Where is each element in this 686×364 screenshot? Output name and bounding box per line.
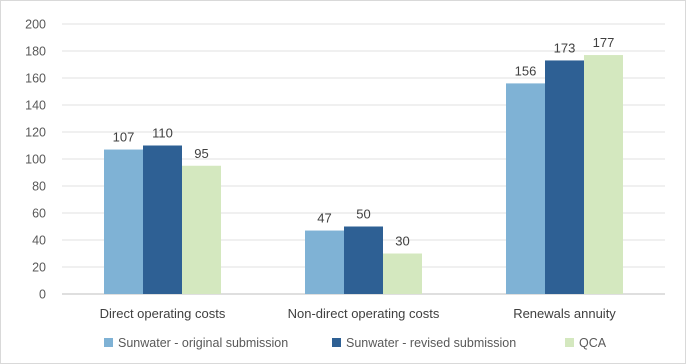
data-label: 156 <box>515 63 537 78</box>
bar-3-1 <box>182 165 221 294</box>
bar-3-3 <box>584 55 623 294</box>
data-label: 110 <box>152 126 173 141</box>
x-category-label: Non-direct operating costs <box>288 306 440 321</box>
data-label: 177 <box>593 35 615 50</box>
bar-1-1 <box>104 149 143 294</box>
bar-2-1 <box>143 145 182 294</box>
bar-2-2 <box>344 226 383 294</box>
y-tick-label: 140 <box>25 99 46 113</box>
bar-2-3 <box>545 60 584 295</box>
data-label: 95 <box>194 146 208 161</box>
data-label: 173 <box>554 40 576 55</box>
y-tick-label: 120 <box>25 126 46 140</box>
legend-label: Sunwater - revised submission <box>346 336 516 350</box>
data-label: 107 <box>113 130 135 145</box>
bar-1-3 <box>506 83 545 295</box>
y-tick-label: 0 <box>39 288 46 302</box>
bar-3-2 <box>383 253 422 294</box>
legend-swatch <box>332 338 341 347</box>
data-label: 50 <box>356 207 370 222</box>
legend-label: QCA <box>579 336 607 350</box>
bar-1-2 <box>305 230 344 294</box>
legend-swatch <box>104 338 113 347</box>
y-tick-label: 20 <box>32 261 46 275</box>
data-label: 47 <box>317 211 331 226</box>
legend-label: Sunwater - original submission <box>118 336 288 350</box>
legend-swatch <box>565 338 574 347</box>
y-tick-label: 160 <box>25 72 46 86</box>
data-label: 30 <box>395 234 409 249</box>
y-tick-label: 200 <box>25 18 46 32</box>
y-tick-label: 180 <box>25 45 46 59</box>
x-category-label: Renewals annuity <box>513 306 616 321</box>
y-tick-label: 100 <box>25 153 46 167</box>
y-tick-label: 80 <box>32 180 46 194</box>
x-category-label: Direct operating costs <box>100 306 226 321</box>
y-tick-label: 60 <box>32 207 46 221</box>
y-tick-label: 40 <box>32 234 46 248</box>
